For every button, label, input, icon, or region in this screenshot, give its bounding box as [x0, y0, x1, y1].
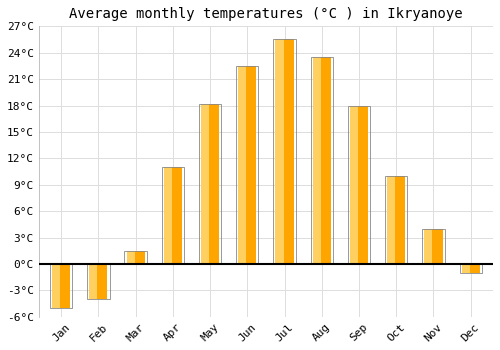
Bar	[460, 264, 482, 273]
Bar	[126, 251, 139, 264]
Bar	[172, 167, 182, 264]
Bar	[274, 40, 295, 264]
Bar	[395, 176, 406, 264]
Bar	[432, 229, 442, 264]
Bar	[162, 167, 184, 264]
Bar	[201, 104, 213, 264]
Bar	[422, 229, 444, 264]
Bar	[90, 264, 102, 299]
Bar	[284, 40, 294, 264]
Bar	[199, 104, 222, 264]
Bar	[424, 229, 436, 264]
Bar	[387, 176, 400, 264]
Bar	[348, 105, 370, 264]
Bar	[209, 104, 219, 264]
Bar	[462, 264, 474, 273]
Bar	[350, 105, 362, 264]
Bar	[310, 57, 333, 264]
Bar	[124, 251, 147, 264]
Bar	[50, 264, 72, 308]
Bar	[52, 264, 64, 308]
Bar	[276, 40, 288, 264]
Bar	[60, 264, 70, 308]
Bar	[312, 57, 325, 264]
Bar	[164, 167, 176, 264]
Bar	[134, 251, 144, 264]
Bar	[321, 57, 331, 264]
Bar	[385, 176, 407, 264]
Bar	[87, 264, 110, 299]
Bar	[358, 105, 368, 264]
Bar	[246, 66, 256, 264]
Bar	[236, 66, 258, 264]
Bar	[238, 66, 250, 264]
Bar	[98, 264, 108, 299]
Bar	[470, 264, 480, 273]
Title: Average monthly temperatures (°C ) in Ikryanoye: Average monthly temperatures (°C ) in Ik…	[69, 7, 462, 21]
